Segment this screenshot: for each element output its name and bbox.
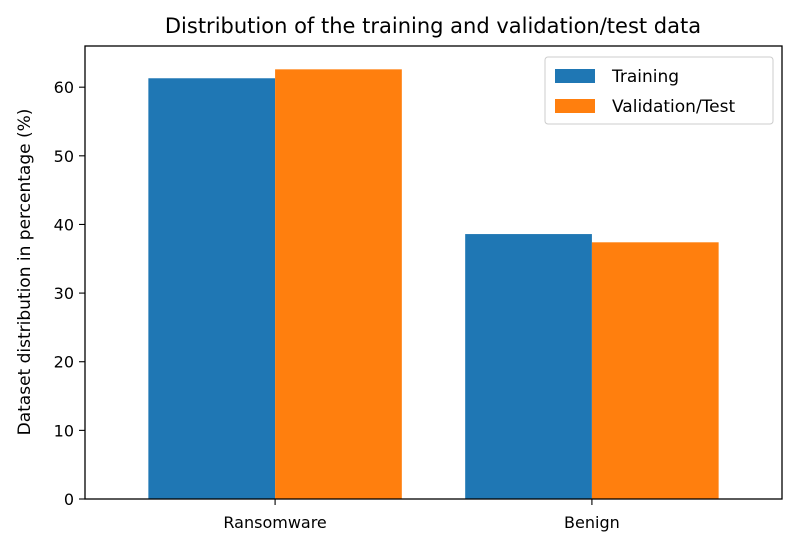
y-axis-label: Dataset distribution in percentage (%) (15, 109, 35, 436)
y-tick-label: 20 (54, 353, 74, 372)
y-tick-label: 60 (54, 78, 74, 97)
bar-training-ransomware (148, 78, 276, 499)
legend-label: Validation/Test (612, 97, 735, 117)
legend: Training Validation/Test (544, 56, 774, 125)
x-tick-label: Benign (564, 513, 620, 532)
legend-swatch (555, 99, 595, 113)
y-tick-label: 50 (54, 147, 74, 166)
chart-title: Distribution of the training and validat… (165, 14, 701, 38)
legend-label: Training (611, 67, 679, 87)
y-tick-label: 40 (54, 215, 74, 234)
x-tick-label: Ransomware (223, 513, 326, 532)
plot-frame (84, 45, 783, 500)
legend-swatch (555, 69, 595, 83)
axes-group: 0 10 20 30 40 50 60 Ransomware Benign (54, 45, 783, 532)
legend-box (544, 56, 774, 125)
y-tick-label: 0 (64, 490, 74, 509)
bars-group (148, 69, 719, 500)
bar-training-benign (465, 234, 592, 499)
y-tick-label: 10 (54, 421, 74, 440)
y-tick-label: 30 (54, 284, 74, 303)
bar-validation-test-benign (591, 242, 719, 500)
bar-validation-test-ransomware (275, 69, 402, 499)
